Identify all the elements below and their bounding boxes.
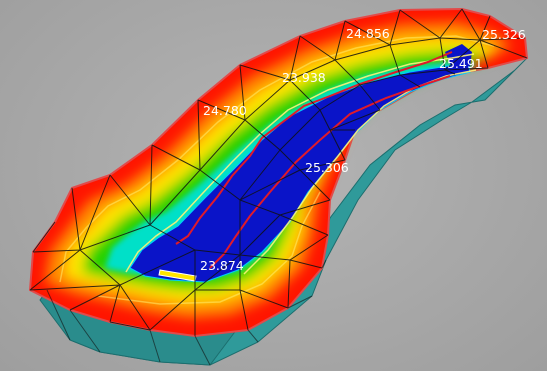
triangulation-mesh [29, 8, 528, 366]
elevation-band-blue-tip [445, 44, 472, 68]
contour-label-25-306: 25.306 [305, 160, 349, 175]
contour-label-25-326: 25.326 [482, 27, 526, 42]
contour-label-24-780: 24.780 [203, 103, 247, 118]
contour-labels: 24.856 25.326 23.938 25.491 24.780 25.30… [200, 26, 526, 273]
contour-label-25-491: 25.491 [439, 56, 483, 71]
contour-label-23-874: 23.874 [200, 258, 244, 273]
elevation-band-blue [129, 62, 471, 283]
contour-label-24-856: 24.856 [346, 26, 390, 41]
channel-thalweg-line [175, 51, 453, 269]
contour-label-23-938: 23.938 [282, 70, 326, 85]
